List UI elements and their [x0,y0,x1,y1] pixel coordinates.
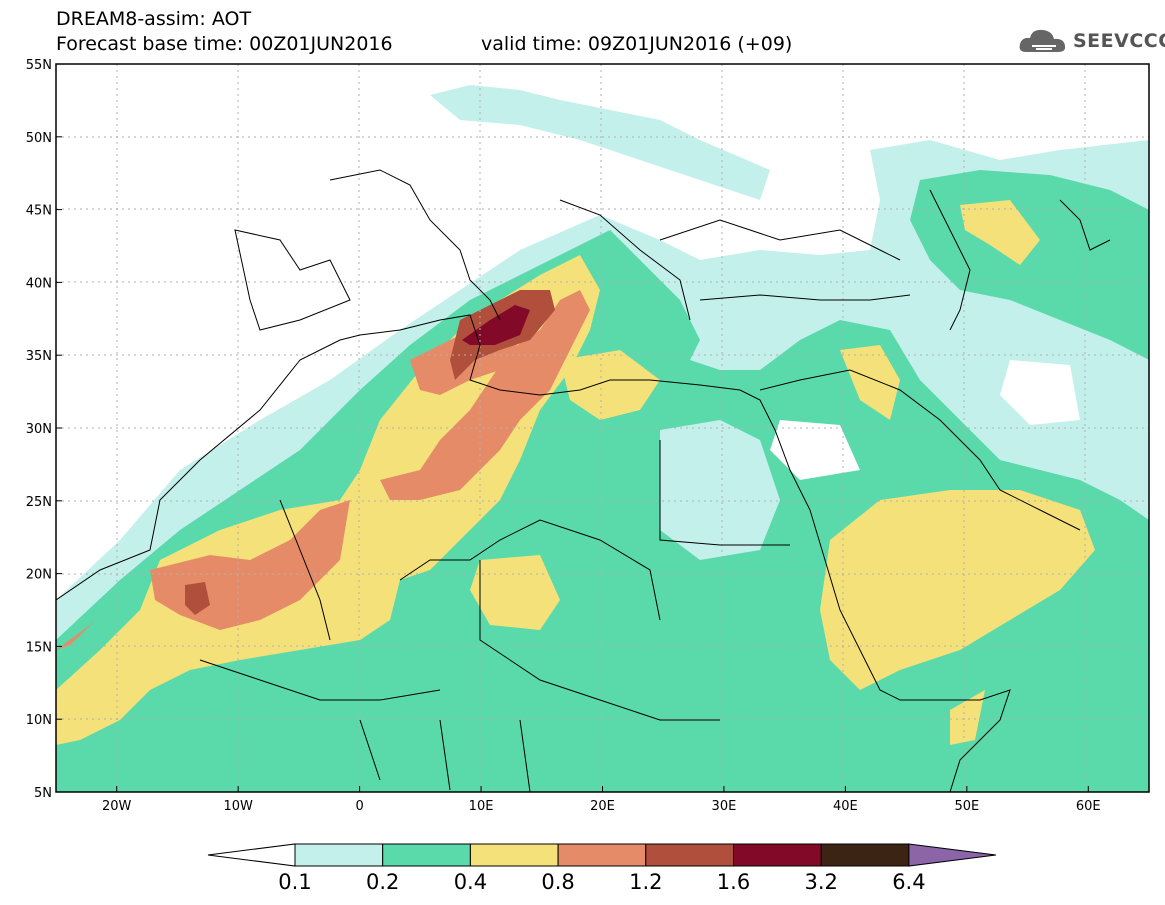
colorbar-label: 0.4 [453,870,488,894]
lat-label: 50N [26,131,52,146]
valid-time: valid time: 09Z01JUN2016 (+09) [481,33,793,55]
coastlines [56,169,1111,792]
colorbar-high-arrow [908,843,996,867]
lon-label: 60E [1076,799,1101,814]
lat-label: 35N [26,349,52,364]
colorbar-segment [294,843,384,867]
lat-axis: 55N 50N 45N 40N 35N 30N 25N 20N 15N 10N 5N [26,58,62,801]
logo-text: SEEVCCC [1073,30,1165,52]
lat-label: 10N [26,713,52,728]
colorbar-low-arrow [207,843,296,867]
lat-label: 45N [26,204,52,219]
lat-label: 15N [26,640,52,655]
graticule [56,64,1149,792]
colorbar-segment [645,843,734,867]
colorbar-label: 0.1 [278,870,312,894]
colorbar-segment [820,843,910,867]
lon-label: 20W [102,799,132,814]
lon-label: 10E [469,799,494,814]
lon-label: 10W [223,799,253,814]
lat-label: 5N [34,786,52,801]
cloud-icon [1019,29,1066,52]
colorbar-segment [557,843,647,867]
lon-label: 40E [833,799,858,814]
colorbar-label: 6.4 [892,870,926,894]
colorbar-segment [382,843,471,867]
colorbar-label: 3.2 [804,870,838,894]
map-title: DREAM8-assim: AOT [56,8,252,30]
lon-label: 0 [355,799,363,814]
lat-label: 30N [26,422,52,437]
colorbar [207,843,996,867]
lon-label: 30E [712,799,737,814]
forecast-base-time: Forecast base time: 00Z01JUN2016 [56,33,393,55]
lon-label: 20E [590,799,615,814]
lat-label: 40N [26,276,52,291]
lat-label: 25N [26,495,52,510]
colorbar-segment [733,843,822,867]
lon-label: 50E [954,799,979,814]
lat-label: 20N [26,568,52,583]
lat-label: 55N [26,58,52,73]
colorbar-label: 0.2 [365,870,400,894]
lon-axis: 20W 10W 0 10E 20E 30E 40E 50E 60E [102,786,1101,814]
colorbar-label: 1.6 [716,870,751,894]
colorbar-segment [469,843,559,867]
colorbar-label: 0.8 [541,870,575,894]
colorbar-label: 1.2 [629,870,663,894]
